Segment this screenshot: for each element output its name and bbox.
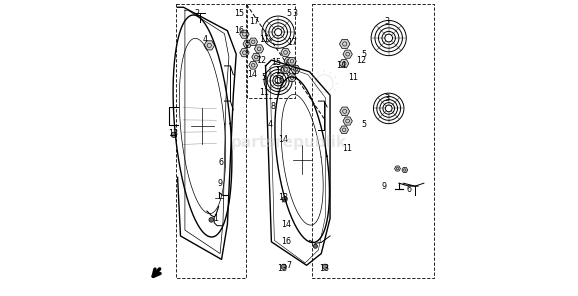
Polygon shape: [281, 65, 290, 73]
Text: 13: 13: [277, 264, 287, 273]
Polygon shape: [343, 117, 353, 125]
Polygon shape: [340, 107, 350, 116]
Polygon shape: [281, 48, 290, 57]
Text: 7: 7: [287, 261, 291, 270]
Text: 11: 11: [343, 144, 353, 152]
Text: 9: 9: [217, 179, 223, 188]
Text: 14: 14: [247, 70, 257, 79]
Text: 11: 11: [349, 73, 358, 82]
Text: 3: 3: [385, 17, 390, 26]
Text: 14: 14: [278, 135, 288, 144]
Circle shape: [323, 264, 328, 269]
Polygon shape: [249, 62, 258, 69]
Text: 12: 12: [356, 56, 366, 65]
Text: 2: 2: [194, 9, 199, 18]
Text: 6: 6: [407, 184, 412, 194]
Text: 12: 12: [256, 56, 266, 65]
Circle shape: [281, 264, 286, 269]
Text: 8: 8: [271, 102, 275, 112]
Text: 5: 5: [287, 9, 291, 18]
Circle shape: [282, 197, 287, 202]
Text: 17: 17: [249, 17, 259, 26]
Polygon shape: [339, 59, 349, 67]
Text: 5: 5: [261, 73, 266, 82]
Polygon shape: [243, 40, 252, 48]
Polygon shape: [204, 41, 214, 50]
Text: 17: 17: [287, 38, 297, 47]
Polygon shape: [284, 57, 293, 65]
Polygon shape: [291, 65, 300, 73]
Text: 14: 14: [336, 61, 346, 70]
Polygon shape: [395, 166, 401, 171]
Text: 15: 15: [234, 9, 244, 18]
Text: 11: 11: [259, 88, 269, 97]
Text: 6: 6: [218, 158, 224, 167]
Text: 5: 5: [361, 50, 366, 59]
Polygon shape: [254, 45, 264, 53]
Polygon shape: [340, 126, 349, 133]
Text: 1: 1: [213, 214, 218, 223]
Text: 3: 3: [292, 9, 297, 18]
Text: 13: 13: [319, 264, 329, 273]
Text: partsrepublik: partsrepublik: [231, 135, 347, 150]
Circle shape: [313, 244, 317, 248]
Text: 16: 16: [281, 237, 291, 246]
Polygon shape: [240, 49, 249, 57]
Text: 10: 10: [275, 67, 285, 76]
Circle shape: [171, 132, 176, 137]
Text: 5: 5: [361, 120, 366, 129]
Polygon shape: [240, 30, 249, 38]
Text: 15: 15: [271, 59, 281, 67]
Text: 9: 9: [381, 182, 387, 191]
Text: 3: 3: [385, 94, 390, 103]
Text: 4: 4: [268, 120, 272, 129]
Polygon shape: [249, 38, 258, 46]
Polygon shape: [339, 39, 350, 49]
Text: 11: 11: [259, 35, 269, 44]
Text: 16: 16: [274, 76, 284, 85]
Polygon shape: [287, 74, 297, 81]
Text: 16: 16: [234, 26, 244, 35]
Text: 4: 4: [203, 35, 208, 44]
Text: 13: 13: [168, 129, 178, 138]
Polygon shape: [252, 53, 261, 61]
Text: 13: 13: [278, 193, 288, 202]
Text: 14: 14: [281, 220, 291, 229]
Circle shape: [209, 218, 214, 222]
Polygon shape: [287, 57, 297, 65]
Polygon shape: [343, 50, 353, 58]
Polygon shape: [402, 168, 407, 173]
